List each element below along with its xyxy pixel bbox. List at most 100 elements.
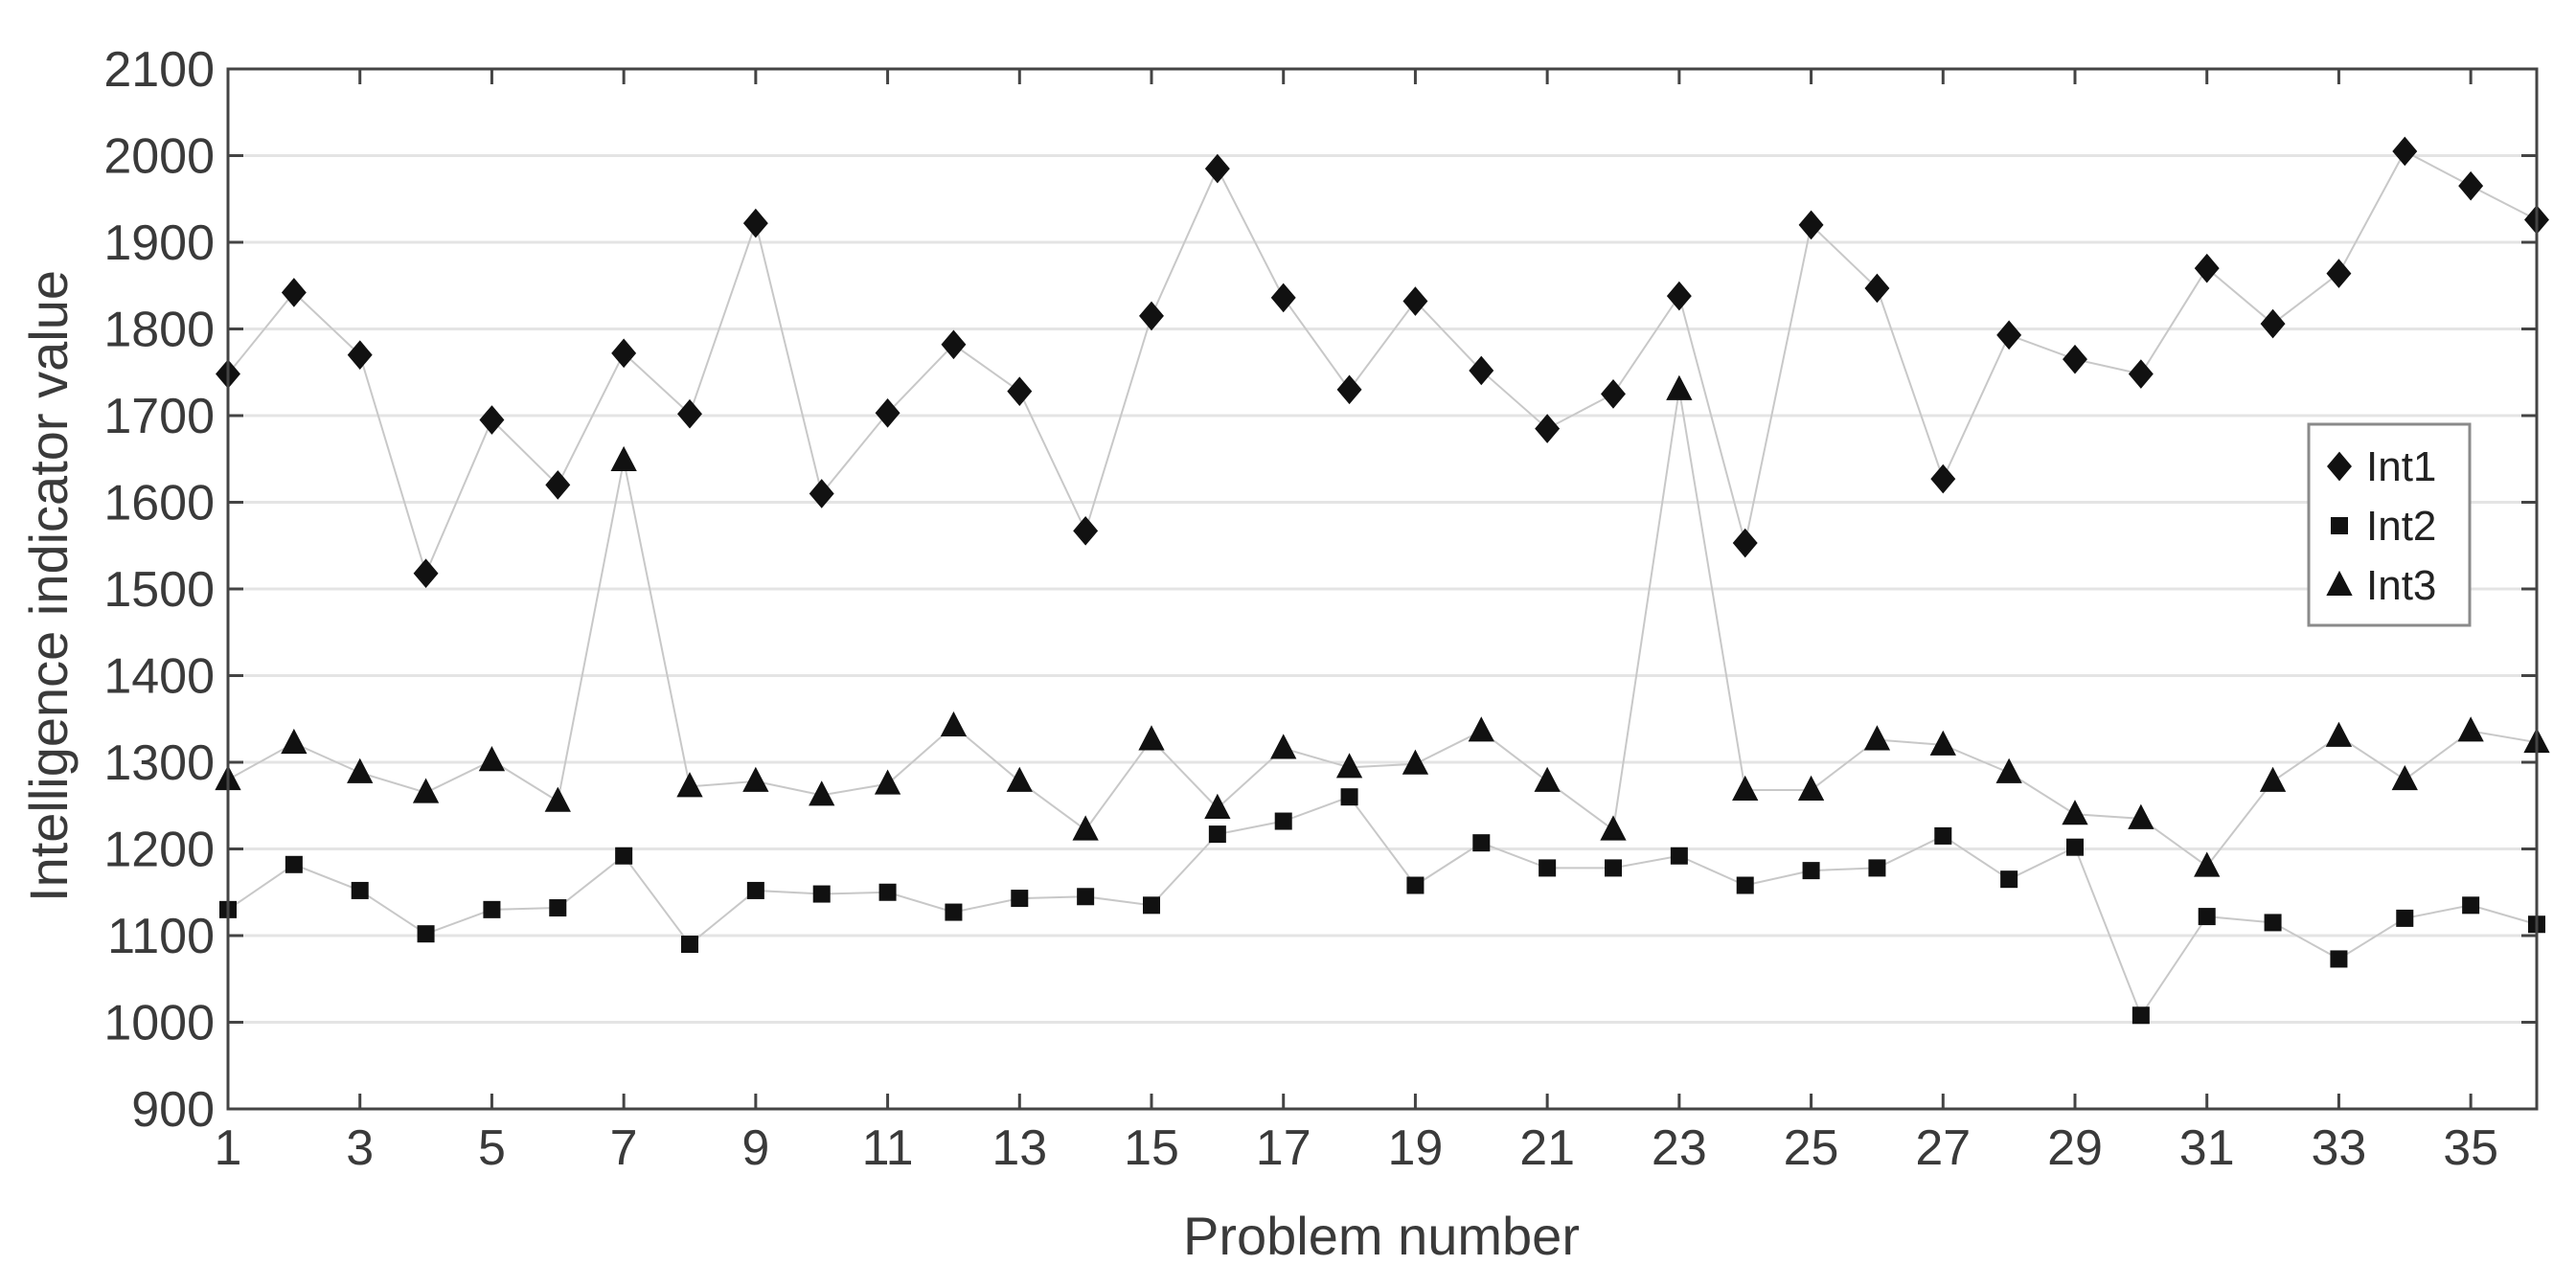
point-int3	[1666, 374, 1693, 400]
point-int1	[1535, 414, 1561, 443]
point-int2	[2462, 896, 2480, 915]
point-int2	[351, 881, 369, 899]
point-int1	[2326, 259, 2352, 288]
point-int2	[1274, 812, 1292, 830]
point-int3	[742, 766, 769, 792]
point-int2	[1868, 859, 1886, 877]
point-int1	[1732, 528, 1758, 558]
point-int2	[2330, 950, 2348, 968]
legend: Int1 Int2 Int3	[2307, 422, 2472, 627]
point-int1	[1007, 376, 1033, 406]
legend-marker-int2	[2331, 517, 2348, 534]
x-tick-label: 1	[215, 1120, 242, 1176]
point-int3	[2194, 851, 2221, 877]
legend-marker-int1	[2327, 451, 2352, 482]
point-int3	[2062, 800, 2088, 825]
point-int1	[413, 558, 439, 589]
legend-label-int2: Int2	[2366, 503, 2436, 550]
point-int2	[2000, 870, 2018, 889]
point-int1	[1402, 286, 1428, 316]
point-int2	[1802, 862, 1820, 880]
point-int1	[1204, 153, 1230, 184]
x-tick-label: 11	[862, 1120, 914, 1176]
point-int3	[809, 780, 835, 806]
point-int2	[285, 855, 303, 873]
y-tick-label: 1400	[103, 649, 215, 705]
point-int2	[549, 899, 567, 917]
point-int2	[1472, 834, 1491, 852]
point-int1	[1601, 379, 1626, 409]
point-int3	[1995, 757, 2022, 783]
point-int3	[347, 757, 374, 783]
y-tick-label: 1200	[103, 823, 215, 878]
x-tick-label: 21	[1519, 1120, 1575, 1176]
x-tick-label: 31	[2179, 1120, 2235, 1176]
point-int3	[2391, 764, 2418, 791]
x-tick-label: 27	[1915, 1120, 1971, 1176]
point-int3	[1138, 725, 1165, 751]
legend-label-int1: Int1	[2366, 443, 2436, 490]
point-int3	[281, 728, 308, 755]
x-tick-label: 5	[478, 1120, 506, 1176]
point-int2	[945, 903, 963, 921]
x-tick-label: 29	[2047, 1120, 2103, 1176]
point-int1	[2063, 344, 2087, 374]
point-int1	[1666, 281, 1692, 311]
point-int1	[1139, 301, 1164, 331]
point-int1	[1798, 210, 1824, 240]
point-int2	[1208, 825, 1226, 844]
point-int1	[1073, 516, 1099, 546]
point-int1	[2392, 136, 2418, 167]
legend-marker-int3	[2326, 570, 2353, 596]
point-int1	[611, 338, 637, 369]
point-int3	[1534, 766, 1561, 792]
y-tick-label: 1900	[103, 215, 215, 271]
point-int2	[1934, 826, 1952, 845]
point-int3	[1600, 815, 1627, 841]
x-tick-label: 3	[346, 1120, 374, 1176]
x-tick-label: 9	[741, 1120, 769, 1176]
point-int2	[2264, 914, 2282, 932]
point-int3	[2457, 716, 2484, 742]
point-int3	[2128, 803, 2154, 829]
point-int2	[1670, 847, 1688, 865]
point-int3	[1402, 749, 1429, 775]
point-int3	[1270, 734, 1297, 759]
x-tick-label: 19	[1388, 1120, 1444, 1176]
point-int2	[812, 885, 831, 903]
series-line-int2	[227, 796, 2538, 1018]
point-int2	[615, 847, 633, 865]
point-int1	[1336, 374, 1362, 405]
point-int3	[940, 711, 968, 736]
y-tick-label: 1100	[107, 909, 215, 964]
y-tick-label: 1500	[103, 562, 215, 618]
y-tick-label: 1000	[103, 996, 215, 1051]
point-int1	[2194, 253, 2220, 283]
point-int3	[676, 772, 703, 798]
point-int1	[875, 397, 900, 428]
point-int3	[544, 786, 571, 812]
x-tick-label: 7	[610, 1120, 638, 1176]
point-int3	[412, 778, 440, 803]
point-int2	[1736, 876, 1754, 894]
point-int2	[1406, 876, 1425, 894]
point-int1	[347, 340, 373, 370]
point-int1	[2260, 308, 2286, 339]
x-axis-ticks: 1 3 5 7 9 11 13 15 17 19 21 23 25 27 29 31 33 35	[215, 69, 2498, 1176]
x-tick-label: 33	[2312, 1120, 2367, 1176]
x-tick-label: 15	[1124, 1120, 1179, 1176]
x-tick-label: 13	[992, 1120, 1047, 1176]
point-int2	[2396, 909, 2414, 927]
point-int1	[2128, 359, 2154, 389]
point-int2	[1605, 859, 1622, 877]
point-int2	[1011, 890, 1029, 908]
series-connectors	[227, 149, 2538, 1018]
point-int1	[1270, 282, 1296, 313]
point-int1	[2458, 170, 2484, 201]
point-int2	[746, 881, 764, 899]
point-int3	[1468, 716, 1494, 742]
legend-label-int3: Int3	[2366, 562, 2436, 609]
point-int2	[2066, 838, 2084, 856]
y-tick-label: 1600	[103, 476, 215, 531]
